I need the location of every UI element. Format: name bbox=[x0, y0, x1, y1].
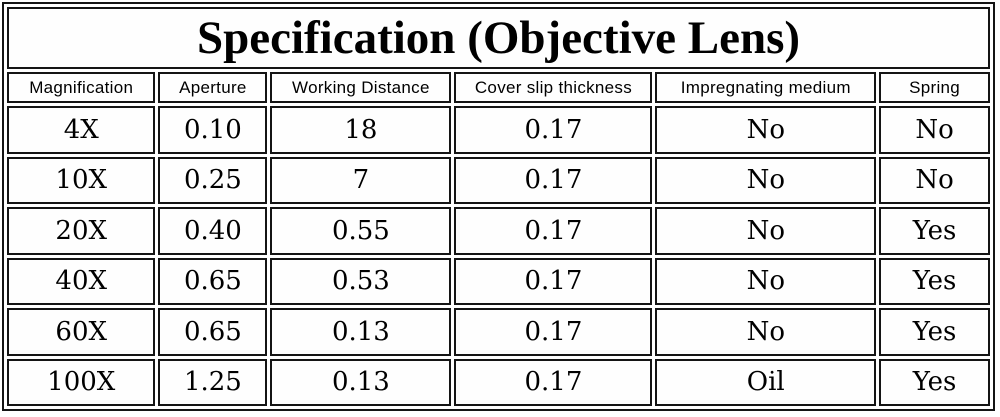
column-header-spring: Spring bbox=[879, 72, 990, 103]
table-cell-cover-slip-thickness: 0.17 bbox=[454, 106, 653, 154]
column-header-working-distance: Working Distance bbox=[270, 72, 452, 103]
table-cell-cover-slip-thickness: 0.17 bbox=[454, 207, 653, 255]
table-cell-aperture: 0.25 bbox=[158, 156, 268, 204]
table-cell-spring: Yes bbox=[879, 257, 990, 305]
table-cell-spring: Yes bbox=[879, 308, 990, 356]
table-cell-impregnating-medium: No bbox=[655, 308, 877, 356]
table-cell-aperture: 1.25 bbox=[158, 358, 268, 406]
table-cell-impregnating-medium: No bbox=[655, 156, 877, 204]
table-cell-magnification: 10X bbox=[7, 156, 156, 204]
table-cell-impregnating-medium: No bbox=[655, 207, 877, 255]
table-cell-impregnating-medium: No bbox=[655, 257, 877, 305]
spec-table-frame: Specification (Objective Lens) Magnifica… bbox=[2, 2, 995, 411]
column-header-cover-slip-thickness: Cover slip thickness bbox=[454, 72, 653, 103]
table-cell-magnification: 20X bbox=[7, 207, 156, 255]
table-cell-working-distance: 0.55 bbox=[270, 207, 452, 255]
column-header-impregnating-medium: Impregnating medium bbox=[655, 72, 877, 103]
table-cell-spring: Yes bbox=[879, 207, 990, 255]
table-cell-cover-slip-thickness: 0.17 bbox=[454, 308, 653, 356]
table-cell-impregnating-medium: Oil bbox=[655, 358, 877, 406]
column-header-aperture: Aperture bbox=[158, 72, 268, 103]
table-cell-spring: Yes bbox=[879, 358, 990, 406]
table-cell-working-distance: 0.13 bbox=[270, 358, 452, 406]
table-cell-working-distance: 18 bbox=[270, 106, 452, 154]
table-cell-magnification: 40X bbox=[7, 257, 156, 305]
table-cell-cover-slip-thickness: 0.17 bbox=[454, 358, 653, 406]
column-header-magnification: Magnification bbox=[7, 72, 156, 103]
table-cell-cover-slip-thickness: 0.17 bbox=[454, 156, 653, 204]
table-cell-working-distance: 0.53 bbox=[270, 257, 452, 305]
table-cell-aperture: 0.65 bbox=[158, 308, 268, 356]
table-cell-magnification: 60X bbox=[7, 308, 156, 356]
table-cell-working-distance: 7 bbox=[270, 156, 452, 204]
table-cell-spring: No bbox=[879, 106, 990, 154]
table-cell-magnification: 4X bbox=[7, 106, 156, 154]
table-cell-aperture: 0.10 bbox=[158, 106, 268, 154]
table-cell-magnification: 100X bbox=[7, 358, 156, 406]
table-cell-aperture: 0.40 bbox=[158, 207, 268, 255]
table-cell-aperture: 0.65 bbox=[158, 257, 268, 305]
table-title: Specification (Objective Lens) bbox=[7, 7, 990, 69]
table-cell-cover-slip-thickness: 0.17 bbox=[454, 257, 653, 305]
spec-table: Specification (Objective Lens) Magnifica… bbox=[7, 7, 990, 406]
table-cell-spring: No bbox=[879, 156, 990, 204]
table-cell-working-distance: 0.13 bbox=[270, 308, 452, 356]
table-cell-impregnating-medium: No bbox=[655, 106, 877, 154]
